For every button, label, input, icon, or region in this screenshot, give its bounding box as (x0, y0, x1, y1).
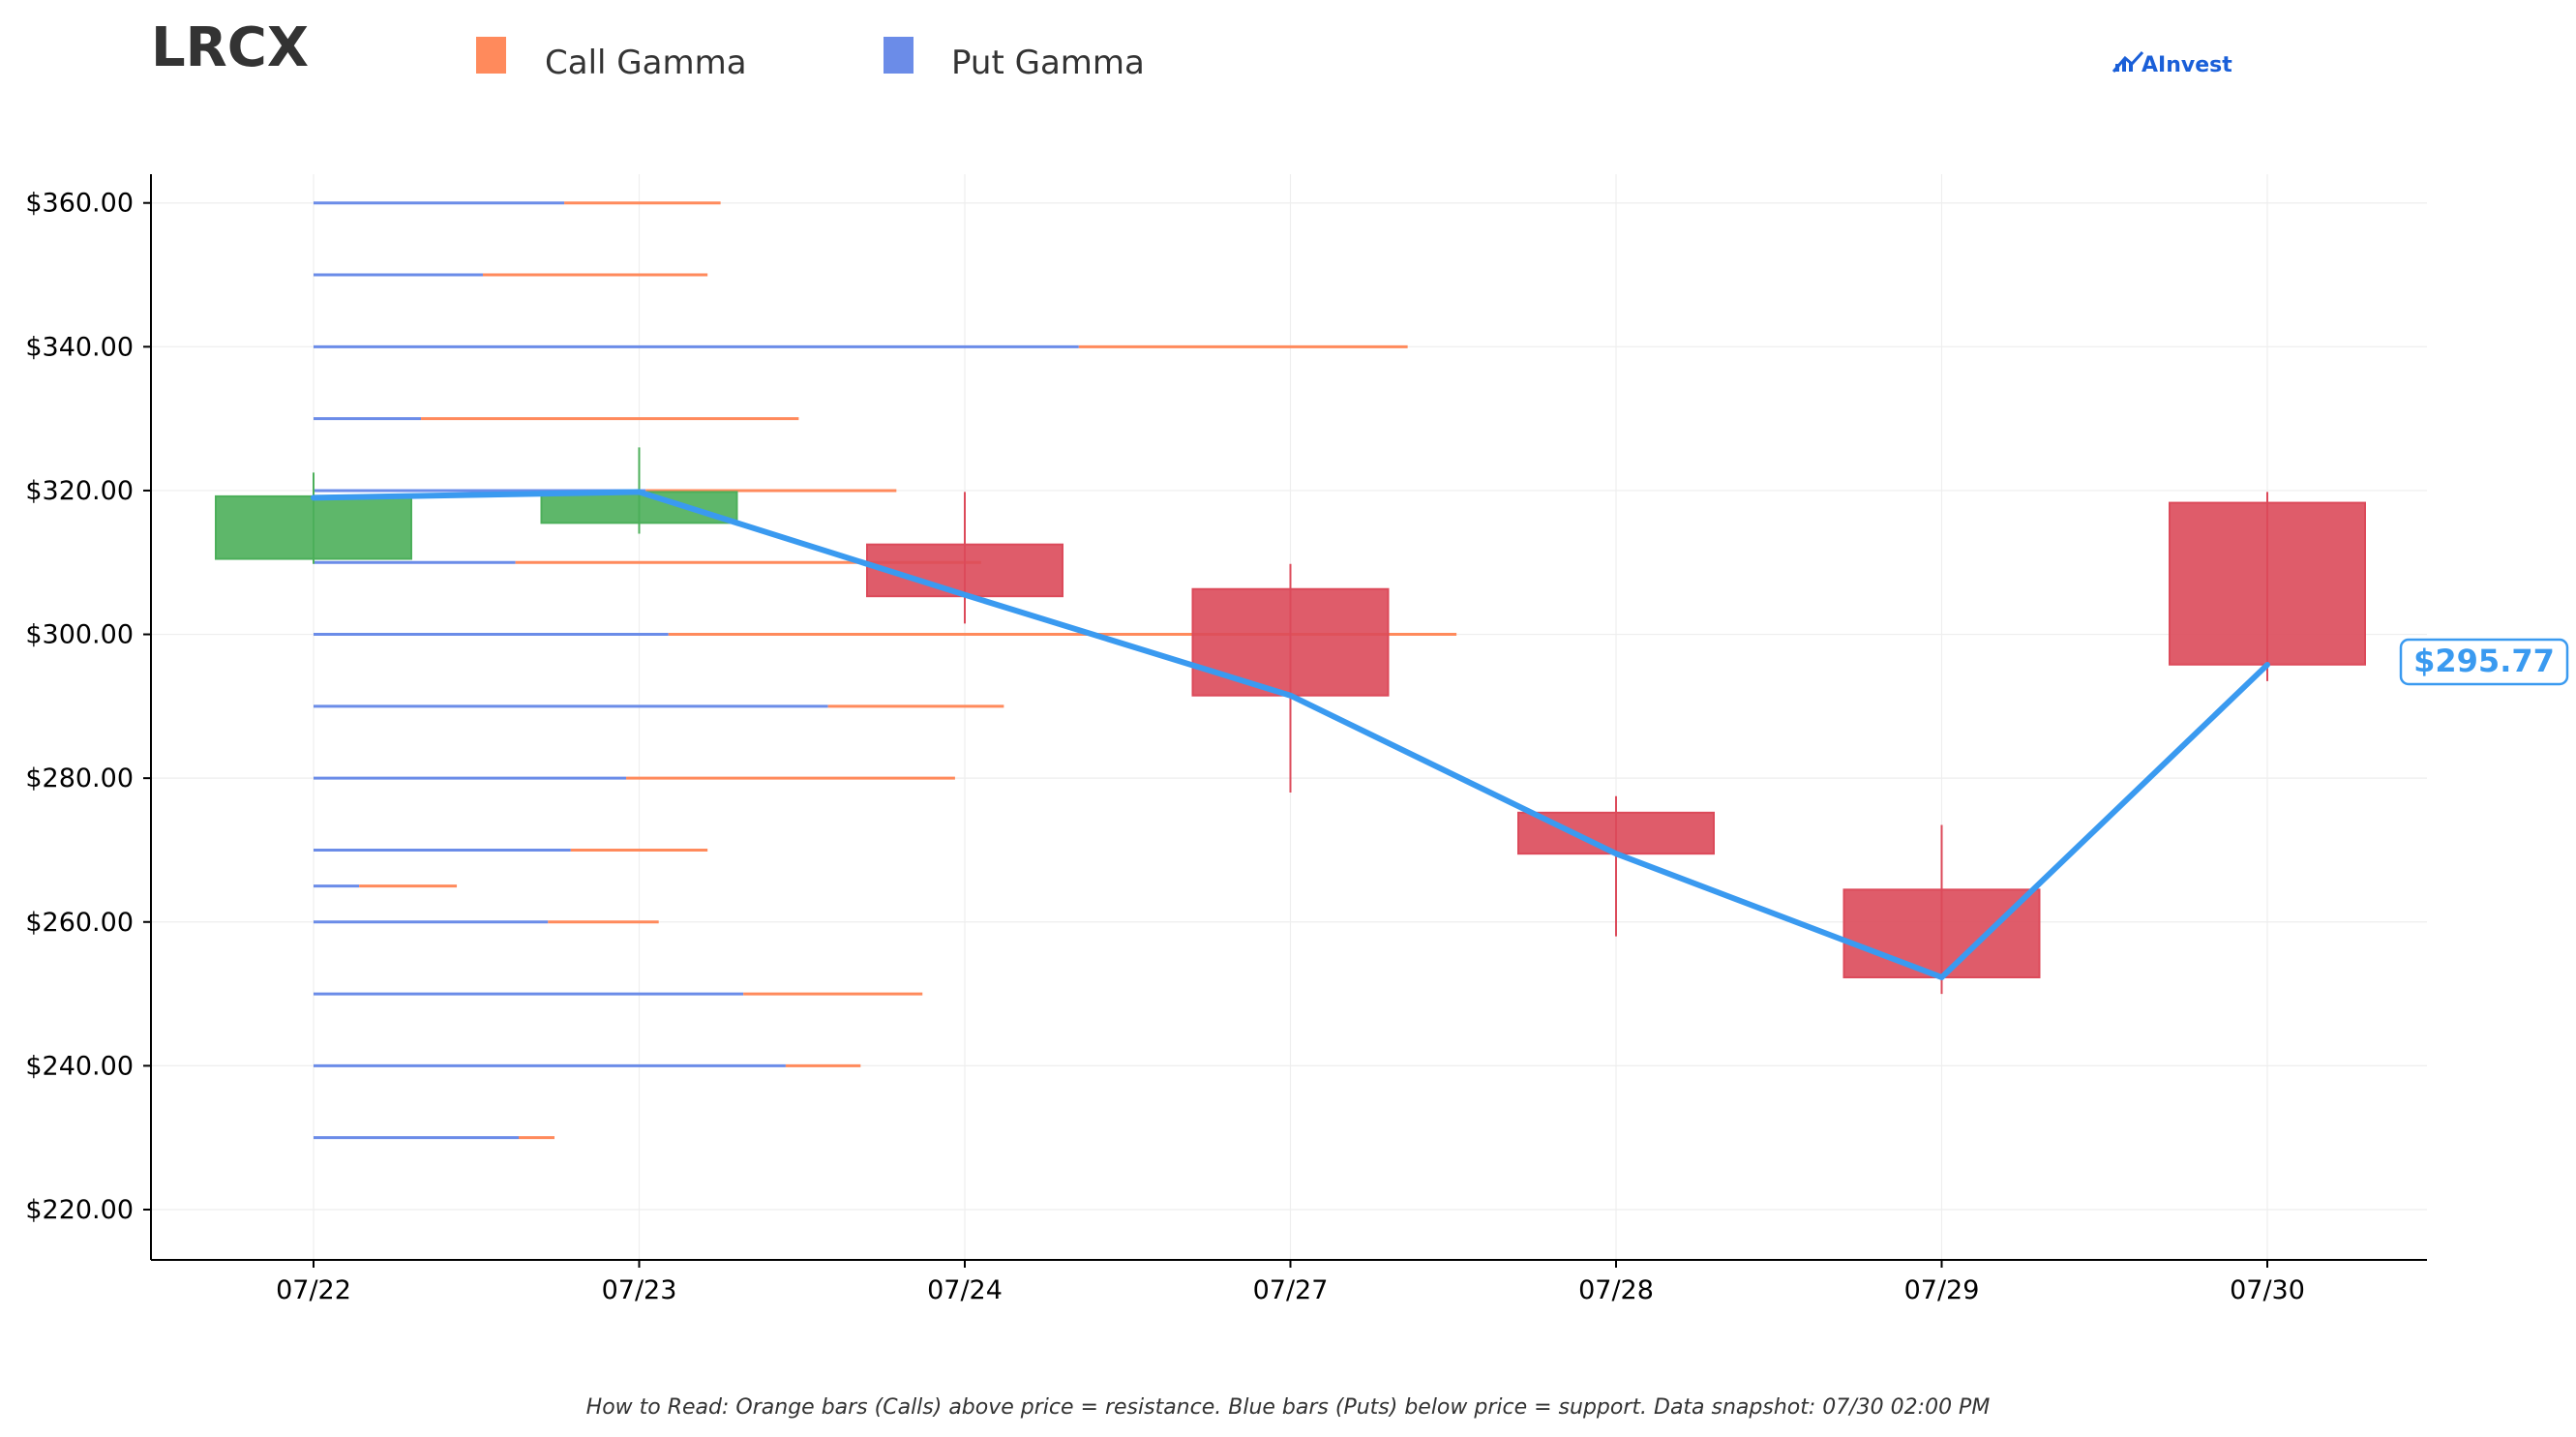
legend-swatch-put (884, 37, 914, 74)
x-tick-label: 07/30 (2230, 1275, 2305, 1305)
price-line (311, 489, 2270, 980)
brand-name: AInvest (2142, 53, 2232, 77)
axes (150, 174, 2427, 1261)
footnote: How to Read: Orange bars (Calls) above p… (586, 1395, 1991, 1420)
price-tag-label: $295.77 (2413, 643, 2555, 679)
x-tick-label: 07/22 (276, 1275, 351, 1305)
y-tick-label: $340.00 (25, 332, 134, 362)
y-tick-label: $280.00 (25, 763, 134, 793)
price-tag-box (2399, 638, 2569, 686)
candle-body (1842, 888, 2041, 978)
x-tick-label: 07/29 (1904, 1275, 1980, 1305)
y-tick-label: $240.00 (25, 1051, 134, 1081)
legend-label-call: Call Gamma (545, 44, 747, 82)
legend-label-put: Put Gamma (951, 44, 1145, 82)
y-tick-label: $220.00 (25, 1195, 134, 1225)
legend: Call Gamma Put Gamma (476, 37, 1145, 82)
candle-body (2169, 501, 2366, 666)
y-tick-label: $260.00 (25, 908, 134, 938)
y-tick-label: $360.00 (25, 189, 134, 219)
x-tick-label: 07/23 (602, 1275, 677, 1305)
candle-body (540, 491, 738, 524)
x-tick-label: 07/28 (1578, 1275, 1654, 1305)
brand-logo: AInvest (2112, 50, 2232, 77)
x-tick-label: 07/24 (927, 1275, 1003, 1305)
candle-body (1517, 811, 1715, 855)
plot-area: $220.00 $240.00 $260.00 $280.00 $300.00 $320.… (25, 174, 2427, 1305)
grid (151, 174, 2427, 1260)
brand-chart-icon (2112, 50, 2144, 73)
candle-body (866, 543, 1063, 598)
candle-body (1191, 587, 1390, 697)
x-tick-label: 07/27 (1253, 1275, 1329, 1305)
candles (215, 447, 2366, 995)
candle-body (215, 494, 412, 560)
y-tick-label: $320.00 (25, 476, 134, 506)
y-tick-label: $300.00 (25, 620, 134, 650)
y-axis-ticks: $220.00 $240.00 $260.00 $280.00 $300.00 $320.… (25, 189, 151, 1225)
legend-swatch-call (476, 37, 506, 74)
ticker-title: LRCX (151, 16, 309, 79)
price-tag: $295.77 (2399, 638, 2569, 686)
x-axis-ticks: 07/22 07/23 07/24 07/27 07/28 07/29 07/30 (276, 1260, 2305, 1305)
